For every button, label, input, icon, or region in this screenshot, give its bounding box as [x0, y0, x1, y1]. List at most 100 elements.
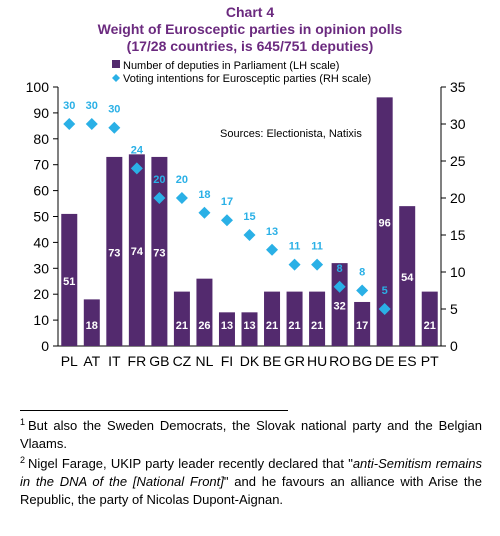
footnote-1: 1 But also the Sweden Democrats, the Slov…: [20, 417, 482, 453]
x-tick-label: CZ: [173, 353, 192, 369]
marker-bg: [356, 284, 369, 297]
marker-hu: [311, 258, 324, 271]
left-tick-label: 70: [33, 157, 49, 173]
x-tick-label: FI: [221, 353, 233, 369]
bar-label-bg: 17: [356, 320, 368, 332]
right-tick-label: 10: [450, 264, 466, 280]
x-tick-label: RO: [329, 353, 350, 369]
left-tick-label: 80: [33, 131, 49, 147]
x-tick-label: IT: [108, 353, 121, 369]
legend-swatch-markers: [112, 74, 120, 82]
marker-it: [108, 121, 121, 134]
chart-title: Chart 4: [225, 4, 275, 20]
bar-at: [83, 299, 100, 346]
right-tick-label: 25: [450, 153, 466, 169]
bar-de: [376, 97, 393, 346]
marker-label-gb: 20: [153, 174, 165, 186]
footnote-2-text-c: " and he favours an alliance with Arise …: [20, 474, 482, 507]
left-tick-label: 30: [33, 260, 49, 276]
x-axis-labels: PL AT IT FR GB CZ NL FI DK BE GR HU RO BG DE ES PT: [61, 353, 439, 369]
footnote-1-marker: 1: [20, 416, 26, 427]
bar-nl: [196, 278, 213, 346]
bar-label-it: 73: [108, 247, 120, 259]
chart-subtitle-2: (17/28 countries, is 645/751 deputies): [126, 38, 374, 54]
bar-hu: [309, 291, 326, 346]
left-tick-label: 60: [33, 183, 49, 199]
bar-label-hu: 21: [311, 320, 323, 332]
footnote-2-marker: 2: [20, 454, 26, 465]
marker-series: 30 30 30 24 20 20 18 17 15 13 11 11 8 8 5: [63, 100, 391, 315]
marker-fi: [220, 214, 233, 227]
x-tick-label: DE: [375, 353, 394, 369]
marker-cz: [175, 192, 188, 204]
bar-label-pt: 21: [424, 320, 436, 332]
bar-label-gb: 73: [153, 247, 165, 259]
footnote-rule: [20, 410, 288, 411]
x-tick-label: FR: [128, 353, 147, 369]
marker-at: [85, 118, 98, 130]
left-tick-label: 0: [41, 338, 49, 354]
marker-label-be: 13: [266, 226, 278, 238]
source-note: Sources: Electionista, Natixis: [220, 128, 362, 140]
marker-label-dk: 15: [243, 211, 255, 223]
bar-bg: [354, 301, 371, 346]
marker-label-bg: 8: [359, 267, 365, 279]
bar-gb: [151, 156, 168, 346]
footnote-1-text: But also the Sweden Democrats, the Slova…: [20, 418, 482, 451]
legend-label-bars: Number of deputies in Parliament (LH sca…: [123, 60, 339, 72]
footnote-2-text-a: Nigel Farage, UKIP party leader recently…: [28, 456, 353, 471]
x-tick-label: NL: [195, 353, 213, 369]
marker-label-de: 5: [382, 285, 388, 297]
x-tick-label: GR: [284, 353, 305, 369]
footnote-2: 2 Nigel Farage, UKIP party leader recentl…: [20, 455, 482, 509]
x-tick-label: DK: [240, 353, 260, 369]
bar-pt: [421, 291, 438, 346]
bar-be: [264, 291, 281, 346]
bar-dk: [241, 312, 258, 346]
chart-titles: Chart 4 Weight of Eurosceptic parties in…: [0, 4, 500, 55]
bar-label-at: 18: [86, 320, 98, 332]
right-axis: 0 5 10 15 20 25 30 35: [441, 79, 466, 354]
marker-label-ro: 8: [337, 263, 343, 275]
marker-dk: [243, 229, 256, 241]
legend-label-markers: Voting intentions for Eurosceptic partie…: [123, 73, 371, 85]
bar-label-pl: 51: [63, 276, 75, 288]
left-tick-label: 40: [33, 234, 49, 250]
x-tick-label: PL: [61, 353, 78, 369]
bar-it: [106, 156, 123, 346]
marker-label-at: 30: [86, 100, 98, 112]
marker-nl: [198, 206, 211, 219]
marker-label-cz: 20: [176, 174, 188, 186]
marker-gr: [288, 258, 301, 271]
marker-label-hu: 11: [311, 241, 323, 253]
marker-label-it: 30: [108, 104, 120, 116]
right-tick-label: 5: [450, 301, 458, 317]
x-tick-label: AT: [83, 353, 100, 369]
marker-label-pl: 30: [63, 100, 75, 112]
bar-label-nl: 26: [198, 320, 210, 332]
bar-label-es: 54: [401, 272, 414, 284]
marker-label-fi: 17: [221, 196, 233, 208]
bar-label-dk: 13: [243, 320, 255, 332]
x-tick-label: BE: [263, 353, 282, 369]
bar-ro: [331, 263, 348, 346]
left-tick-label: 90: [33, 105, 49, 121]
marker-label-gr: 11: [289, 241, 301, 253]
bar-pl: [61, 213, 78, 346]
x-tick-label: BG: [352, 353, 372, 369]
bar-cz: [173, 291, 190, 346]
bar-label-ro: 32: [333, 301, 345, 313]
bar-label-fi: 13: [221, 320, 233, 332]
x-tick-label: HU: [307, 353, 327, 369]
marker-ro: [333, 280, 346, 293]
marker-pl: [63, 118, 76, 130]
x-tick-label: ES: [398, 353, 417, 369]
legend: Number of deputies in Parliament (LH sca…: [112, 60, 371, 85]
left-tick-label: 20: [33, 286, 49, 302]
footnote-2-quote: anti-Semitism remains in the DNA of the …: [20, 456, 482, 489]
left-axis: 0 10 20 30 40 50 60 70 80 90 100: [26, 79, 58, 354]
marker-gb: [153, 192, 166, 204]
bar-fr: [128, 154, 145, 346]
